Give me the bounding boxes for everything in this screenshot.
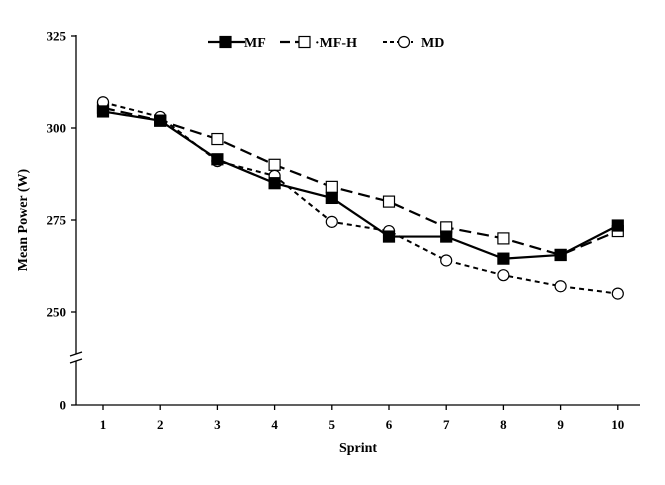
- data-point-mf: [382, 230, 396, 243]
- data-point-mf-h: [211, 132, 224, 146]
- x-tick-label: 10: [611, 417, 624, 432]
- legend-label-md: MD: [421, 36, 444, 51]
- data-point-mf: [268, 177, 281, 190]
- data-point-md: [611, 287, 624, 300]
- y-tick-label: 0: [60, 398, 67, 413]
- x-tick-label: 2: [157, 417, 164, 432]
- data-point-mf: [154, 114, 167, 127]
- y-axis-title: Mean Power (W): [16, 168, 31, 271]
- data-point-md: [497, 269, 510, 282]
- y-tick-label: 325: [47, 29, 67, 44]
- x-tick-label: 7: [443, 417, 450, 432]
- y-axis-ticks: 0 250 275 300 325: [47, 29, 76, 413]
- legend-item-mfh: ·MF-H: [280, 35, 357, 51]
- series-md: [96, 96, 624, 300]
- series-mf-h: [96, 101, 624, 262]
- x-tick-label: 3: [214, 417, 221, 432]
- legend-item-mf: MF: [208, 35, 266, 51]
- y-tick-label: 250: [47, 305, 67, 320]
- x-axis-ticks: 1 2 3 4 5 6 7 8 9 10: [100, 405, 624, 432]
- data-point-mf-h: [497, 232, 510, 245]
- data-point-md: [440, 254, 453, 267]
- axes: [69, 35, 640, 406]
- series-line-mf-h: [102, 106, 619, 257]
- x-axis-title: Sprint: [339, 441, 377, 456]
- x-tick-label: 4: [271, 417, 278, 432]
- y-tick-label: 300: [47, 121, 67, 136]
- legend-label-mfh: ·MF-H: [315, 36, 357, 51]
- data-point-mf: [211, 153, 224, 166]
- y-tick-label: 275: [47, 213, 67, 228]
- series-line-mf: [102, 110, 619, 260]
- legend: MF ·MF-H MD: [208, 35, 444, 51]
- x-tick-label: 9: [557, 417, 564, 432]
- data-point-mf: [96, 105, 110, 118]
- data-point-mf: [440, 230, 453, 243]
- data-point-mf-h: [268, 158, 281, 171]
- data-point-mf-h: [382, 195, 396, 208]
- data-point-md: [325, 215, 338, 228]
- series-mf: [96, 105, 624, 265]
- data-point-mf: [554, 248, 567, 262]
- data-point-mf: [325, 191, 338, 205]
- legend-item-md: MD: [383, 35, 444, 51]
- legend-label-mf: MF: [244, 36, 266, 51]
- x-tick-label: 5: [329, 417, 336, 432]
- data-point-mf-h: [325, 180, 338, 193]
- series-layer: [96, 96, 624, 300]
- x-tick-label: 1: [100, 417, 107, 432]
- axis-break-marks: [69, 351, 83, 364]
- data-point-mf: [497, 252, 510, 265]
- x-tick-label: 6: [386, 417, 393, 432]
- x-tick-label: 8: [500, 417, 507, 432]
- series-line-md: [102, 101, 618, 295]
- data-point-md: [554, 280, 567, 293]
- data-point-mf: [611, 219, 624, 232]
